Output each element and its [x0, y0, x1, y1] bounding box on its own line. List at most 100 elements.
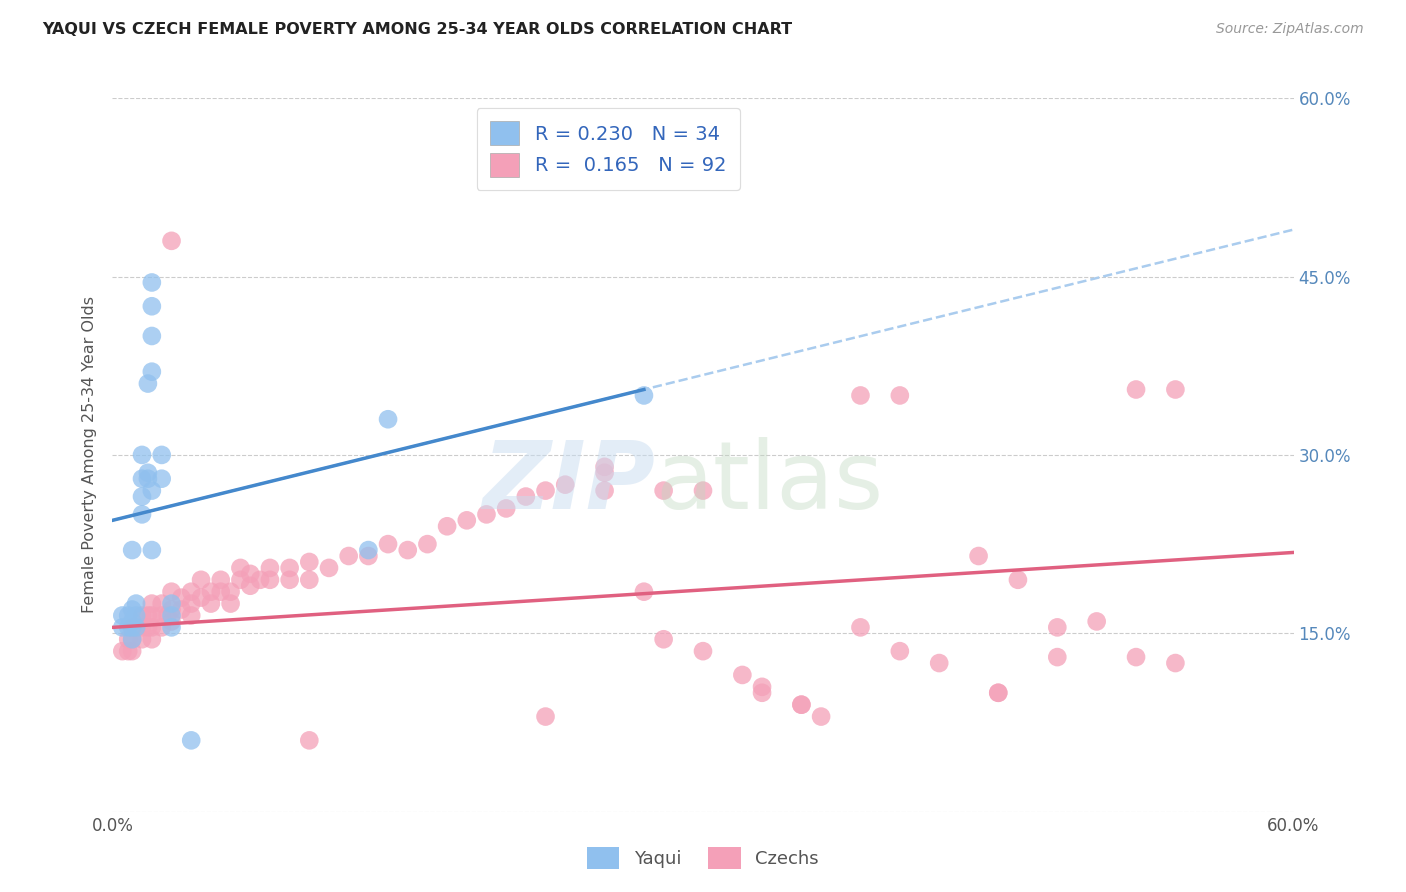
Point [357, 549, 380, 563]
Point [229, 573, 252, 587]
Point [436, 519, 458, 533]
Point [150, 472, 173, 486]
Point [1046, 650, 1069, 665]
Point [987, 686, 1010, 700]
Point [150, 448, 173, 462]
Point [987, 686, 1010, 700]
Point [111, 608, 134, 623]
Point [495, 501, 517, 516]
Text: YAQUI VS CZECH FEMALE POVERTY AMONG 25-34 YEAR OLDS CORRELATION CHART: YAQUI VS CZECH FEMALE POVERTY AMONG 25-3… [42, 22, 793, 37]
Point [209, 573, 232, 587]
Point [1085, 615, 1108, 629]
Point [160, 597, 183, 611]
Point [889, 644, 911, 658]
Point [136, 620, 159, 634]
Point [160, 615, 183, 629]
Point [377, 412, 399, 426]
Point [150, 597, 173, 611]
Point [298, 555, 321, 569]
Point [141, 483, 163, 498]
Point [692, 483, 714, 498]
Point [633, 584, 655, 599]
Point [160, 584, 183, 599]
Point [209, 584, 232, 599]
Point [121, 620, 143, 634]
Point [131, 632, 153, 647]
Point [111, 644, 134, 658]
Point [1046, 620, 1069, 634]
Point [136, 466, 159, 480]
Point [160, 608, 183, 623]
Point [141, 276, 163, 290]
Point [131, 608, 153, 623]
Point [278, 573, 301, 587]
Point [131, 620, 153, 634]
Point [170, 602, 193, 616]
Point [111, 620, 134, 634]
Point [229, 561, 252, 575]
Point [259, 561, 281, 575]
Point [396, 543, 419, 558]
Point [125, 620, 148, 634]
Point [249, 573, 271, 587]
Point [117, 632, 139, 647]
Point [593, 459, 616, 474]
Legend: Yaqui, Czechs: Yaqui, Czechs [578, 838, 828, 879]
Point [150, 608, 173, 623]
Point [278, 561, 301, 575]
Point [180, 733, 202, 747]
Point [534, 709, 557, 723]
Point [131, 490, 153, 504]
Point [1164, 656, 1187, 670]
Point [849, 620, 872, 634]
Point [141, 597, 163, 611]
Point [928, 656, 950, 670]
Text: atlas: atlas [655, 437, 884, 530]
Point [200, 597, 222, 611]
Point [593, 466, 616, 480]
Point [141, 329, 163, 343]
Point [141, 365, 163, 379]
Point [318, 561, 340, 575]
Point [1007, 573, 1029, 587]
Point [136, 472, 159, 486]
Y-axis label: Female Poverty Among 25-34 Year Olds: Female Poverty Among 25-34 Year Olds [82, 296, 97, 614]
Point [692, 644, 714, 658]
Point [160, 620, 183, 634]
Point [889, 388, 911, 402]
Point [170, 591, 193, 605]
Text: ZIP: ZIP [482, 437, 655, 530]
Point [652, 632, 675, 647]
Point [790, 698, 813, 712]
Point [121, 632, 143, 647]
Point [121, 615, 143, 629]
Point [534, 483, 557, 498]
Point [633, 388, 655, 402]
Point [1125, 650, 1147, 665]
Point [967, 549, 990, 563]
Point [239, 566, 262, 581]
Point [131, 508, 153, 522]
Point [652, 483, 675, 498]
Point [117, 620, 139, 634]
Point [515, 490, 537, 504]
Point [456, 513, 478, 527]
Point [141, 632, 163, 647]
Point [156, 608, 179, 623]
Legend: R = 0.230   N = 34, R =  0.165   N = 92: R = 0.230 N = 34, R = 0.165 N = 92 [477, 108, 740, 190]
Point [1125, 383, 1147, 397]
Point [190, 573, 212, 587]
Point [180, 597, 202, 611]
Point [136, 608, 159, 623]
Point [790, 698, 813, 712]
Point [200, 584, 222, 599]
Point [160, 234, 183, 248]
Point [337, 549, 360, 563]
Point [219, 584, 242, 599]
Point [554, 477, 576, 491]
Point [125, 597, 148, 611]
Point [849, 388, 872, 402]
Point [751, 680, 773, 694]
Point [219, 597, 242, 611]
Point [751, 686, 773, 700]
